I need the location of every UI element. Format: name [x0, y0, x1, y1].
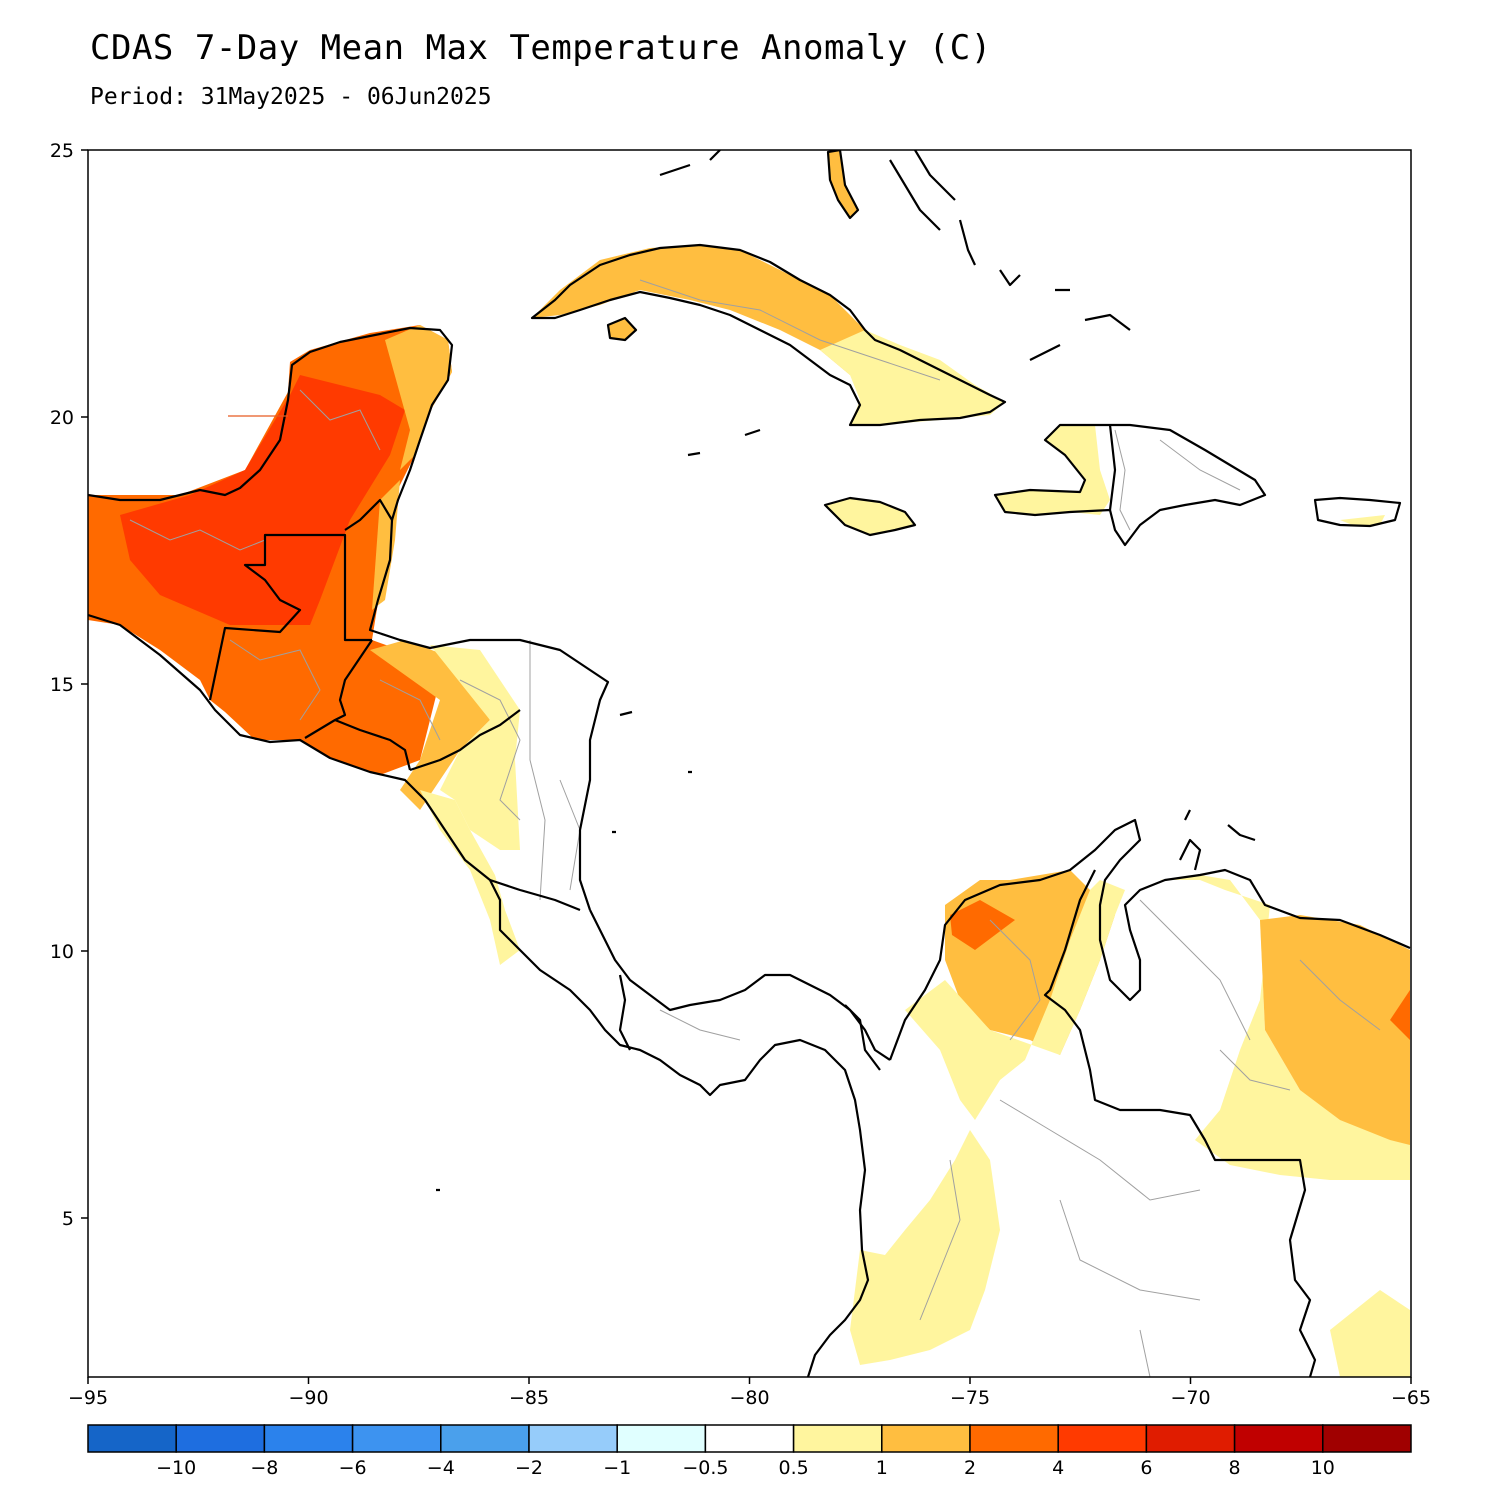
- colorbar-swatch: [351, 1424, 442, 1453]
- coast-pacific-central-america: [88, 613, 870, 1377]
- y-tick-label: 15: [50, 674, 74, 696]
- x-tick-label: −95: [68, 1387, 108, 1409]
- x-tick-label: −75: [950, 1387, 990, 1409]
- coast-jamaica: [823, 496, 917, 537]
- border-el-salvador: [334, 718, 412, 771]
- x-tick-label: −80: [729, 1387, 769, 1409]
- coast-florida: [826, 150, 860, 220]
- anomaly-region-venezuela-hotspot: [1390, 990, 1410, 1040]
- plot-frame: [87, 149, 1412, 1378]
- y-tick-label: 20: [50, 407, 74, 429]
- anomaly-region-honduras-central: [430, 645, 520, 850]
- anomaly-region-ecuador-edge: [1330, 1290, 1410, 1377]
- coast-bahamas: [889, 150, 1131, 361]
- colorbar-label: −0.5: [682, 1457, 728, 1479]
- anomaly-region-isla-juventud: [608, 318, 636, 340]
- colorbar-label: −10: [156, 1457, 196, 1479]
- colorbar-label: 2: [964, 1457, 976, 1479]
- anomaly-region-puerto-rico: [1340, 515, 1385, 526]
- anomaly-region-nicaragua-pacific: [420, 790, 520, 965]
- colorbar-label: 8: [1229, 1457, 1241, 1479]
- border-haiti-dr: [1108, 424, 1117, 511]
- map-plot-area: [88, 150, 1411, 1377]
- x-tick-label: −85: [509, 1387, 549, 1409]
- border-panama-colombia: [844, 1004, 881, 1071]
- border-guatemala-honduras: [304, 639, 373, 739]
- coast-hispaniola: [993, 423, 1267, 547]
- anomaly-shading: [88, 150, 1410, 1377]
- anomaly-region-florida: [828, 150, 858, 218]
- x-tick-label: −65: [1391, 1387, 1431, 1409]
- colorbar-swatch: [1145, 1424, 1236, 1453]
- colorbar-swatch: [1322, 1424, 1412, 1453]
- coast-puerto-rico: [1313, 496, 1402, 528]
- anomaly-region-colombia-yellow: [905, 875, 1410, 1180]
- anomaly-region-cuba-west: [532, 245, 865, 375]
- colorbar-label: −2: [515, 1457, 543, 1479]
- colorbar-swatch: [1057, 1424, 1148, 1453]
- colorbar-swatch: [175, 1424, 266, 1453]
- coast-colombia-venezuela: [888, 818, 1411, 1061]
- coast-caribbean-isthmus: [589, 909, 891, 1061]
- y-tick-label: 10: [50, 941, 74, 963]
- colorbar-label: −8: [250, 1457, 278, 1479]
- coast-cuba: [530, 243, 1007, 427]
- border-mexico-guatemala: [208, 533, 372, 701]
- border-nicaragua-costa-rica: [489, 878, 581, 912]
- anomaly-region-belize: [372, 480, 400, 610]
- colorbar-swatch: [528, 1424, 618, 1453]
- coast-isla-juventud: [606, 316, 638, 342]
- colorbar-swatch: [440, 1424, 530, 1453]
- anomaly-region-yucatan-inner: [120, 375, 405, 625]
- colorbar-label: −4: [427, 1457, 455, 1479]
- colorbar-swatch: [1233, 1424, 1324, 1453]
- colorbar-label: 6: [1140, 1457, 1152, 1479]
- anomaly-region-cuba-east: [820, 330, 1005, 425]
- colorbar-swatch: [881, 1424, 971, 1453]
- map-title: CDAS 7-Day Mean Max Temperature Anomaly …: [90, 28, 992, 68]
- coast-mexico-yucatan: [88, 326, 454, 521]
- border-belize: [344, 498, 393, 531]
- anomaly-region-haiti: [995, 425, 1110, 515]
- y-tick-label: 5: [62, 1208, 74, 1230]
- anomaly-region-colombia-hotspot: [950, 900, 1015, 950]
- y-tick-label: 25: [50, 140, 74, 162]
- border-honduras-nicaragua: [409, 709, 521, 772]
- coastlines: [88, 150, 1411, 1377]
- anomaly-region-venezuela-east: [1260, 915, 1410, 1145]
- border-costa-rica-panama: [618, 974, 631, 1051]
- colorbar-swatch: [704, 1424, 795, 1453]
- colorbar-label: −1: [603, 1457, 631, 1479]
- border-colombia-venezuela: [1043, 869, 1317, 1377]
- admin-borders: [129, 279, 1381, 1377]
- coast-abc-islands: [1179, 809, 1256, 871]
- coast-belize-honduras-caribbean: [368, 519, 610, 911]
- anomaly-region-quintana-roo: [385, 325, 452, 470]
- colorbar-swatch: [969, 1424, 1059, 1453]
- colorbar-label: −6: [339, 1457, 367, 1479]
- colorbar: −10 −8 −6 −4 −2 −1 −0.5 0.5 1 2 4 6 8 10: [87, 1424, 1412, 1479]
- colorbar-label: 0.5: [778, 1457, 808, 1479]
- colorbar-label: 1: [876, 1457, 888, 1479]
- period-subtitle: Period: 31May2025 - 06Jun2025: [90, 84, 492, 110]
- colorbar-label: 10: [1311, 1457, 1335, 1479]
- axis-ticks: [81, 149, 1412, 1384]
- colorbar-swatch: [616, 1424, 707, 1453]
- colorbar-label: 4: [1052, 1457, 1064, 1479]
- colorbar-swatch: [263, 1424, 354, 1453]
- colorbar-swatch: [792, 1424, 883, 1453]
- y-axis-labels: 25 20 15 10 5: [50, 140, 74, 1230]
- anomaly-region-colombia-pacific: [850, 1130, 1000, 1365]
- coast-small-islands: [436, 150, 761, 1192]
- x-axis-labels: −95 −90 −85 −80 −75 −70 −65: [68, 1387, 1431, 1409]
- x-tick-label: −90: [288, 1387, 328, 1409]
- x-tick-label: −70: [1170, 1387, 1210, 1409]
- colorbar-swatch: [87, 1424, 177, 1453]
